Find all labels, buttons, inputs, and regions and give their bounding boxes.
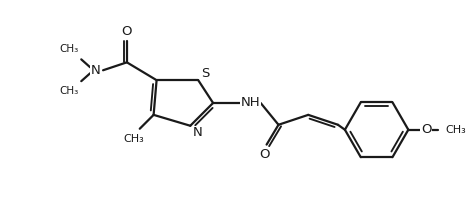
Text: CH₃: CH₃	[123, 134, 144, 144]
Text: O: O	[259, 148, 270, 161]
Text: CH₃: CH₃	[60, 44, 79, 55]
Text: N: N	[192, 126, 202, 139]
Text: CH₃: CH₃	[445, 125, 466, 135]
Text: S: S	[201, 67, 209, 80]
Text: O: O	[421, 123, 431, 136]
Text: N: N	[90, 64, 100, 77]
Text: O: O	[121, 25, 132, 38]
Text: NH: NH	[241, 97, 261, 109]
Text: CH₃: CH₃	[60, 86, 79, 96]
